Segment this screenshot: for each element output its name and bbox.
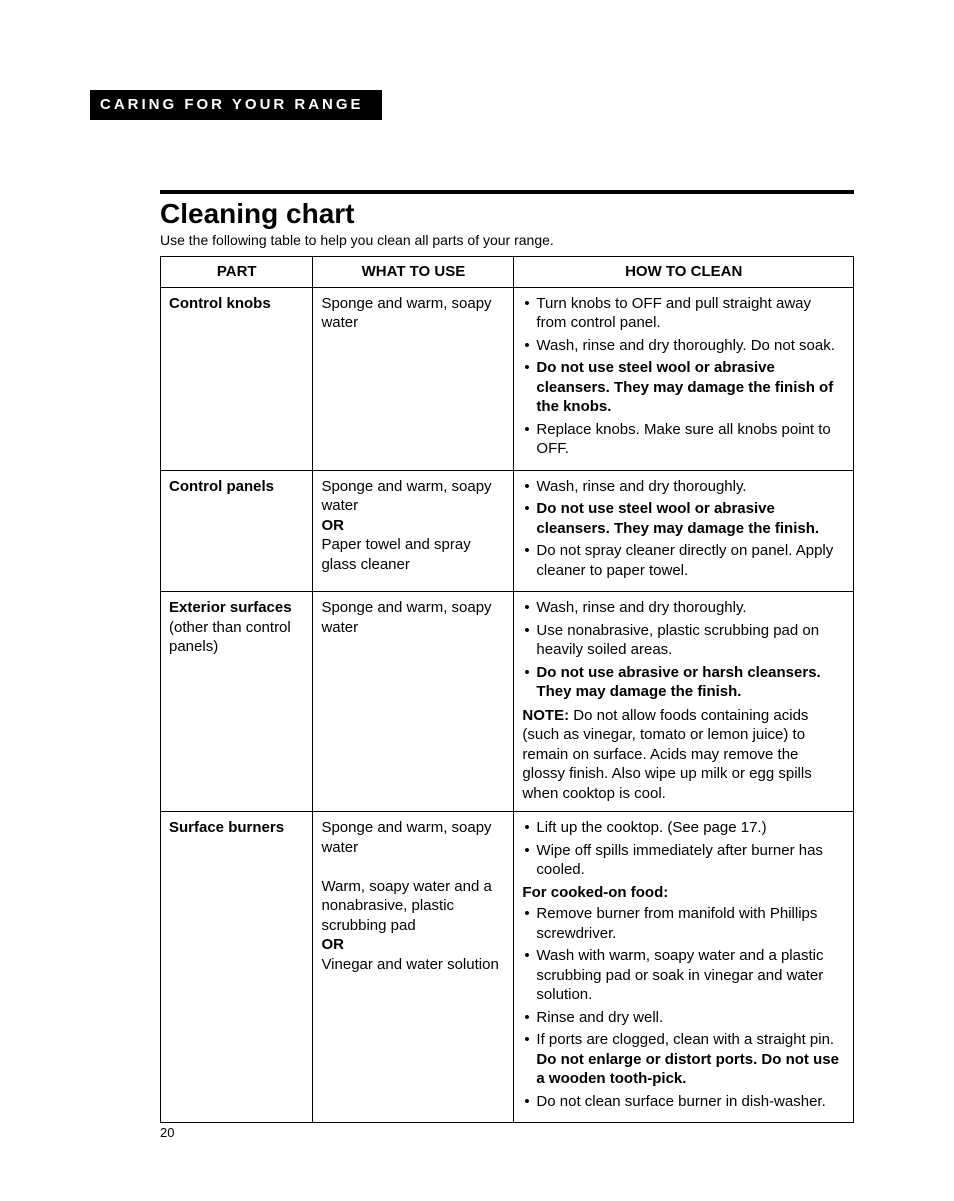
- part-name: Control knobs: [169, 295, 271, 312]
- col-header-how: HOW TO CLEAN: [514, 257, 854, 288]
- what-segment: Vinegar and water solution: [321, 955, 505, 975]
- how-item: Do not spray cleaner directly on panel. …: [536, 541, 845, 580]
- part-name: Surface burners: [169, 819, 284, 836]
- how-cell: Wash, rinse and dry thoroughly. Use nonab…: [514, 592, 854, 812]
- how-item: Use nonabrasive, plastic scrubbing pad o…: [536, 621, 845, 660]
- what-segment: OR: [321, 935, 505, 955]
- how-list: Turn knobs to OFF and pull straight away…: [522, 294, 845, 459]
- how-item: Turn knobs to OFF and pull straight away…: [536, 294, 845, 333]
- how-item: Remove burner from manifold with Phillip…: [536, 904, 845, 943]
- how-item: Wipe off spills immediately after burner…: [536, 841, 845, 880]
- what-cell: Sponge and warm, soapy water Warm, soapy…: [313, 812, 514, 1123]
- how-item: Replace knobs. Make sure all knobs point…: [536, 420, 845, 459]
- how-item: Do not use abrasive or harsh cleansers. …: [536, 663, 845, 702]
- how-item: Wash, rinse and dry thoroughly. Do not s…: [536, 336, 845, 356]
- part-cell: Control knobs: [161, 287, 313, 470]
- how-item: Rinse and dry well.: [536, 1008, 845, 1028]
- part-cell: Control panels: [161, 470, 313, 592]
- page-title: Cleaning chart: [160, 198, 854, 230]
- how-text: Wash with warm, soapy water and a plasti…: [536, 947, 823, 1003]
- how-list: Remove burner from manifold with Phillip…: [522, 904, 845, 1111]
- content-area: Cleaning chart Use the following table t…: [160, 190, 854, 1140]
- col-header-what: WHAT TO USE: [313, 257, 514, 288]
- how-item: Wash, rinse and dry thoroughly.: [536, 477, 845, 497]
- how-text: Rinse and dry well.: [536, 1009, 663, 1026]
- col-header-part: PART: [161, 257, 313, 288]
- how-item: Do not clean surface burner in dish-wash…: [536, 1092, 845, 1112]
- how-text: Do not spray cleaner directly on panel. …: [536, 542, 833, 579]
- how-item: Do not use steel wool or abrasive cleans…: [536, 358, 845, 417]
- page: CARING FOR YOUR RANGE Cleaning chart Use…: [0, 0, 954, 1170]
- what-segment: Sponge and warm, soapy water: [321, 818, 505, 857]
- part-cell: Exterior surfaces (other than control pa…: [161, 592, 313, 812]
- what-segment: [321, 857, 505, 877]
- how-item: Do not use steel wool or abrasive cleans…: [536, 499, 845, 538]
- table-row: Control panels Sponge and warm, soapy wat…: [161, 470, 854, 592]
- table-header-row: PART WHAT TO USE HOW TO CLEAN: [161, 257, 854, 288]
- section-banner: CARING FOR YOUR RANGE: [90, 90, 382, 120]
- what-segment: Sponge and warm, soapy water: [321, 477, 505, 516]
- how-cell: Turn knobs to OFF and pull straight away…: [514, 287, 854, 470]
- what-cell: Sponge and warm, soapy waterORPaper towe…: [313, 470, 514, 592]
- how-item: If ports are clogged, clean with a strai…: [536, 1030, 845, 1089]
- page-number: 20: [160, 1125, 854, 1140]
- table-row: Exterior surfaces (other than control pa…: [161, 592, 854, 812]
- how-text: Use nonabrasive, plastic scrubbing pad o…: [536, 622, 819, 659]
- how-item: Wash with warm, soapy water and a plasti…: [536, 946, 845, 1005]
- page-subtitle: Use the following table to help you clea…: [160, 232, 854, 248]
- table-row: Surface burners Sponge and warm, soapy wa…: [161, 812, 854, 1123]
- how-text: Wipe off spills immediately after burner…: [536, 842, 823, 879]
- how-text: Lift up the cooktop. (See page 17.): [536, 819, 766, 836]
- what-segment: Sponge and warm, soapy water: [321, 294, 505, 333]
- how-list: Wash, rinse and dry thoroughly. Use nonab…: [522, 598, 845, 702]
- how-subhead: For cooked-on food:: [522, 883, 845, 903]
- how-text: Do not use abrasive or harsh cleansers. …: [536, 664, 820, 701]
- how-item: Wash, rinse and dry thoroughly.: [536, 598, 845, 618]
- what-segment: Paper towel and spray glass cleaner: [321, 535, 505, 574]
- part-name: Exterior surfaces: [169, 599, 292, 616]
- what-cell: Sponge and warm, soapy water: [313, 592, 514, 812]
- what-segment: Warm, soapy water and a nonabrasive, pla…: [321, 877, 505, 936]
- how-text: Do not use steel wool or abrasive cleans…: [536, 359, 833, 415]
- how-text: If ports are clogged, clean with a strai…: [536, 1031, 834, 1048]
- how-text: Remove burner from manifold with Phillip…: [536, 905, 817, 942]
- how-text: Wash, rinse and dry thoroughly.: [536, 599, 746, 616]
- how-text: Turn knobs to OFF and pull straight away…: [536, 295, 811, 332]
- how-text: Do not use steel wool or abrasive cleans…: [536, 500, 819, 537]
- part-rest: (other than control panels): [169, 619, 291, 656]
- how-list: Wash, rinse and dry thoroughly. Do not us…: [522, 477, 845, 581]
- table-row: Control knobs Sponge and warm, soapy wate…: [161, 287, 854, 470]
- how-cell: Lift up the cooktop. (See page 17.) Wipe …: [514, 812, 854, 1123]
- part-cell: Surface burners: [161, 812, 313, 1123]
- horizontal-rule: [160, 190, 854, 194]
- what-cell: Sponge and warm, soapy water: [313, 287, 514, 470]
- how-item: Lift up the cooktop. (See page 17.): [536, 818, 845, 838]
- table-body: Control knobs Sponge and warm, soapy wate…: [161, 287, 854, 1123]
- how-text: Do not enlarge or distort ports. Do not …: [536, 1051, 839, 1088]
- cleaning-table: PART WHAT TO USE HOW TO CLEAN Control kn…: [160, 256, 854, 1123]
- note-label: NOTE:: [522, 707, 569, 724]
- how-list: Lift up the cooktop. (See page 17.) Wipe …: [522, 818, 845, 880]
- what-segment: OR: [321, 516, 505, 536]
- how-note: NOTE: Do not allow foods containing acid…: [522, 706, 845, 804]
- how-text: Replace knobs. Make sure all knobs point…: [536, 421, 830, 458]
- how-text: Wash, rinse and dry thoroughly. Do not s…: [536, 337, 834, 354]
- section-banner-text: CARING FOR YOUR RANGE: [100, 96, 364, 113]
- how-text: Wash, rinse and dry thoroughly.: [536, 478, 746, 495]
- how-cell: Wash, rinse and dry thoroughly. Do not us…: [514, 470, 854, 592]
- what-segment: Sponge and warm, soapy water: [321, 598, 505, 637]
- how-text: Do not clean surface burner in dish-wash…: [536, 1093, 825, 1110]
- part-name: Control panels: [169, 478, 274, 495]
